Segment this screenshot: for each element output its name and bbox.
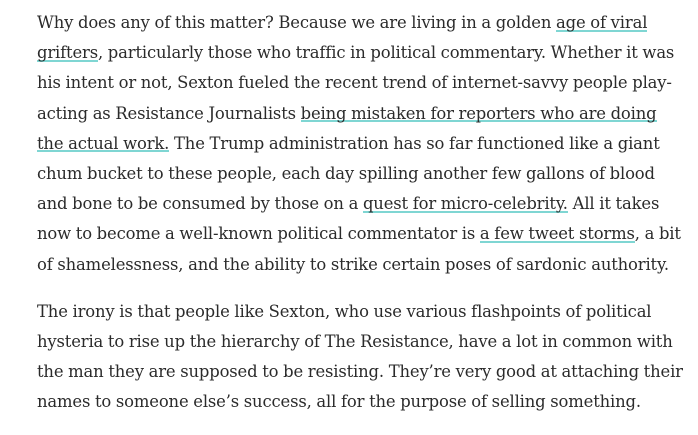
paragraph-1: Why does any of this matter? Because we … [37, 8, 687, 280]
paragraph-text: The irony is that people like Sexton, wh… [37, 301, 683, 412]
link-quest-for-micro-celebrity[interactable]: quest for micro-celebrity. [362, 194, 568, 215]
article-body: Why does any of this matter? Because we … [37, 8, 687, 435]
paragraph-text: , particularly those who traffic in poli… [37, 43, 675, 123]
paragraph-text: , a bit of shamelessness, and the abilit… [37, 224, 681, 274]
paragraph-text: All it takes now to become a well-known … [37, 194, 660, 244]
paragraph-2: The irony is that people like Sexton, wh… [37, 297, 687, 418]
link-few-tweet-storms[interactable]: a few tweet storms [479, 224, 635, 245]
paragraph-text: The Trump administration has so far func… [37, 133, 660, 214]
paragraph-text: Why does any of this matter? Because we … [37, 13, 557, 32]
